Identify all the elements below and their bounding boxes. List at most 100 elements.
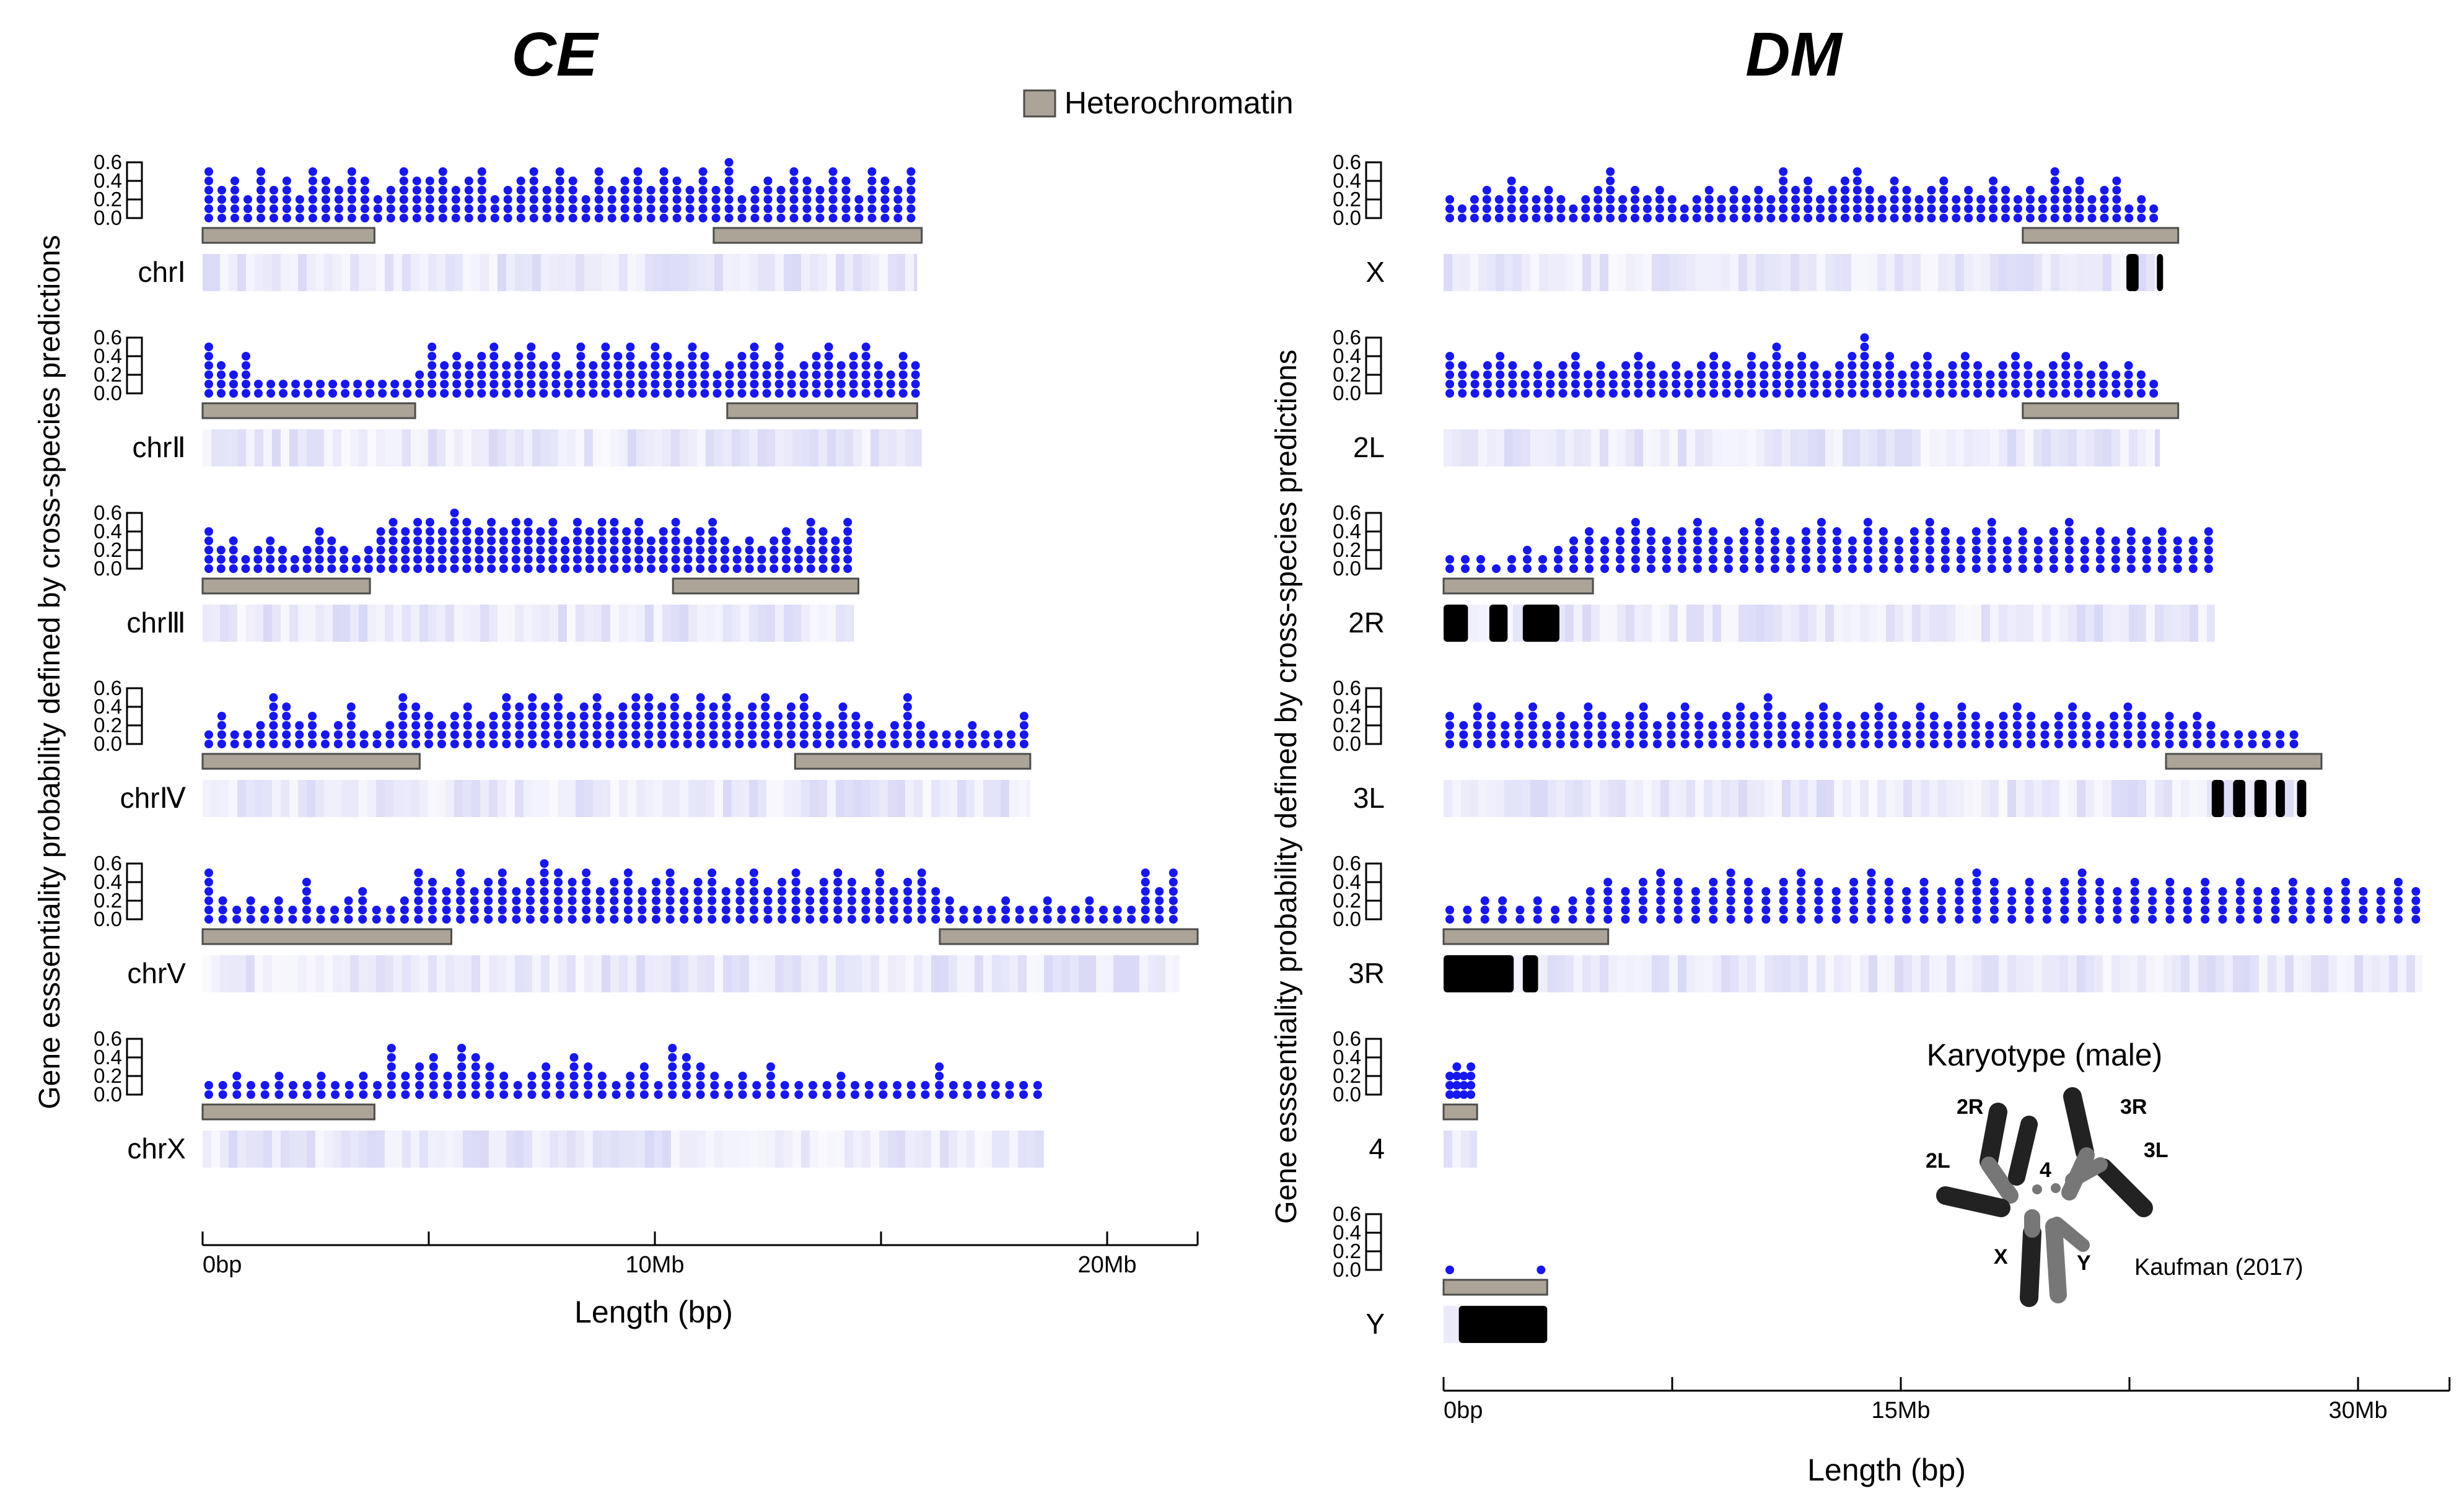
gene-point [696, 536, 705, 545]
gene-point [1569, 546, 1578, 554]
gene-point [1832, 527, 1841, 536]
gene-point [680, 887, 689, 896]
gene-point [696, 546, 705, 554]
gene-point [806, 518, 815, 527]
gene-point [1655, 204, 1664, 213]
density-segment [419, 780, 428, 817]
gene-point [735, 721, 744, 730]
density-segment [506, 955, 515, 992]
gene-point [1569, 555, 1578, 564]
gene-point [2110, 730, 2119, 739]
density-segment [315, 955, 324, 992]
gene-point [1744, 896, 1753, 905]
gene-point [2027, 712, 2036, 720]
gene-point [1600, 546, 1609, 554]
gene-point [346, 712, 356, 720]
gene-point [1985, 721, 1994, 730]
gene-point [1141, 887, 1150, 896]
gene-point [833, 868, 843, 877]
gene-point [732, 564, 742, 573]
gene-point [1519, 195, 1528, 204]
gene-point [618, 712, 628, 720]
gene-point [1709, 389, 1719, 398]
gene-point [456, 906, 465, 914]
gene-point [465, 361, 474, 370]
gene-point [2048, 389, 2058, 398]
gene-point [1482, 214, 1491, 222]
density-segment [1921, 955, 1929, 992]
density-segment [1738, 605, 1747, 642]
gene-point [465, 370, 474, 379]
gene-point [414, 878, 423, 886]
density-segment [2380, 955, 2389, 992]
gene-point [1470, 214, 1479, 222]
gene-point [477, 352, 486, 361]
gene-point [230, 214, 239, 222]
gene-point [2061, 352, 2071, 361]
gene-point [425, 214, 434, 222]
heterochromatin-bar [1442, 928, 1610, 945]
gene-point [401, 1072, 410, 1080]
gene-point [815, 214, 825, 222]
gene-point [1585, 546, 1594, 554]
gene-point [1542, 730, 1551, 739]
density-segment [1808, 605, 1817, 642]
gene-point [1739, 546, 1748, 554]
gene-point [836, 1090, 846, 1099]
gene-point [819, 878, 828, 886]
density-segment [1704, 429, 1712, 466]
gene-point [670, 730, 679, 739]
gene-point [254, 380, 263, 388]
gene-point [1722, 712, 1731, 720]
gene-point [540, 896, 549, 905]
y-scale: 0.00.20.40.6 [94, 676, 143, 755]
gene-point [2113, 906, 2122, 914]
gene-point [610, 896, 619, 905]
gene-point [476, 721, 485, 730]
gene-point [2050, 186, 2059, 195]
gene-point [1519, 204, 1528, 213]
density-segment [1808, 254, 1817, 291]
gene-point [1923, 380, 1932, 388]
gene-point [1722, 740, 1731, 748]
gene-point [2204, 546, 2213, 554]
gene-point [2060, 878, 2069, 886]
gene-point [487, 555, 496, 564]
density-segment [211, 780, 220, 817]
gene-point [1747, 380, 1756, 388]
gene-point [748, 740, 757, 748]
gene-point [2173, 546, 2182, 554]
gene-point [364, 546, 373, 554]
gene-point [2080, 546, 2089, 554]
y-tick-label: 0.6 [94, 852, 122, 875]
gene-point [1693, 564, 1702, 573]
gene-point [477, 380, 486, 388]
gene-point [735, 712, 744, 720]
gene-point [1971, 546, 1981, 554]
gene-point [1832, 546, 1841, 554]
density-segment [1582, 254, 1591, 291]
gene-point [269, 693, 278, 702]
density-segment [341, 780, 350, 817]
gene-point [1801, 536, 1810, 545]
density-segment [1600, 254, 1608, 291]
gene-point [665, 906, 675, 914]
gene-point [1971, 730, 1980, 739]
density-segment [532, 429, 541, 466]
density-segment [576, 254, 584, 291]
gene-point [1952, 204, 1961, 213]
y-tick-label: 0.4 [94, 695, 122, 718]
gene-point [555, 177, 564, 185]
gene-point [1852, 186, 1862, 195]
gene-point [385, 730, 395, 739]
gene-point [585, 564, 594, 573]
gene-point [539, 380, 548, 388]
gene-point [634, 518, 644, 527]
karyotype-credit: Kaufman (2017) [2134, 1254, 2304, 1280]
gene-point [347, 186, 356, 195]
density-segment [931, 1131, 940, 1168]
gene-point [2271, 906, 2280, 914]
gene-point [1736, 740, 1745, 748]
gene-point [218, 896, 227, 905]
gene-point [682, 1081, 691, 1090]
